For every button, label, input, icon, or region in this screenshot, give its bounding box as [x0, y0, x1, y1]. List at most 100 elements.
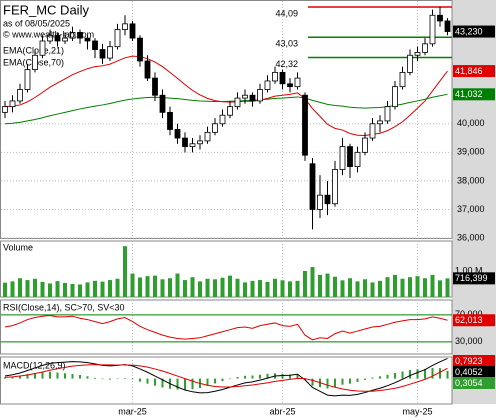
value-tag: [453, 25, 495, 38]
volume-bar: [78, 284, 82, 297]
macd-histogram-bar: [304, 378, 306, 380]
macd-histogram-bar: [334, 378, 336, 388]
candle-body: [272, 71, 278, 82]
candle-body: [437, 14, 443, 22]
candle-body: [2, 106, 8, 113]
macd-histogram-bar: [19, 375, 21, 379]
macd-histogram-bar: [311, 378, 314, 386]
volume-bar: [265, 281, 270, 297]
macd-histogram-bar: [259, 374, 261, 379]
rsi-line: [4, 315, 448, 341]
macd-line: [4, 364, 448, 392]
volume-bar: [70, 283, 75, 297]
macd-histogram-bar: [386, 374, 389, 379]
candle-body: [114, 29, 121, 48]
macd-histogram-bar: [379, 376, 381, 379]
y-tick-label: 30,000: [455, 336, 483, 346]
macd-histogram-bar: [154, 378, 156, 386]
volume-bar: [168, 278, 172, 297]
volume-bar: [160, 279, 165, 297]
candle-body: [129, 23, 136, 39]
candle-body: [302, 94, 308, 156]
candle-body: [407, 54, 413, 73]
macd-histogram-bar: [101, 378, 104, 380]
macd-histogram-bar: [394, 373, 396, 379]
candle-body: [399, 71, 406, 88]
y-tick-label: 40,000: [457, 118, 485, 128]
value-tag-label: 41,032: [455, 89, 483, 99]
candle-body: [152, 77, 158, 96]
candle-body: [159, 94, 166, 113]
volume-bar: [250, 280, 255, 297]
macd-histogram-bar: [4, 377, 6, 379]
candle-body: [264, 80, 271, 90]
macd-histogram-bar: [161, 378, 164, 388]
candle-body: [234, 97, 241, 108]
candle-body: [294, 77, 301, 88]
macd-histogram-bar: [94, 377, 96, 379]
value-tag-label: 0,7923: [455, 356, 483, 366]
volume-bar: [63, 282, 67, 297]
chart-title: FER_MC Daily: [3, 2, 89, 17]
volume-bar: [145, 276, 150, 297]
candle-body: [242, 94, 248, 99]
volume-bar: [243, 282, 247, 297]
volume-bar: [18, 278, 22, 297]
macd-histogram-bar: [41, 371, 44, 379]
candle-body: [257, 89, 263, 102]
candle-body: [317, 194, 323, 210]
volume-bar: [318, 274, 322, 297]
volume-bar: [348, 278, 352, 297]
candle-body: [369, 123, 376, 139]
candle-body: [62, 37, 68, 42]
panel-title: MACD(12,26,9): [3, 360, 66, 370]
macd-histogram-bar: [184, 378, 186, 391]
macd-histogram-bar: [244, 375, 246, 379]
x-tick-label: may-25: [402, 406, 432, 416]
candle-body: [422, 43, 428, 53]
legend-label: EMA(Close,21): [3, 45, 64, 55]
candle-body: [189, 143, 196, 148]
y-tick-label: 38,000: [457, 175, 485, 185]
candle-body: [324, 194, 331, 205]
x-tick-label: mar-25: [118, 406, 147, 416]
candle-body: [279, 71, 286, 85]
panel-frames: [0, 0, 453, 405]
volume-bar: [138, 277, 142, 297]
macd-histogram-bar: [56, 372, 59, 379]
volume-bar: [10, 281, 15, 297]
candle-body: [219, 114, 226, 125]
candle-body: [69, 32, 76, 39]
candle-body: [174, 129, 181, 139]
candle-body: [332, 169, 338, 205]
macd-histogram-bar: [439, 368, 441, 379]
volume-bar: [340, 280, 345, 297]
macd-frame: [0, 356, 453, 405]
macd-histogram-bar: [401, 371, 404, 379]
volume-bar: [190, 277, 195, 297]
volume-bar: [153, 275, 157, 297]
x-tick-label: abr-25: [269, 406, 295, 416]
candle-body: [24, 69, 31, 90]
volume-bar: [220, 277, 225, 297]
volume-bar: [115, 278, 120, 297]
macd-histogram-bar: [409, 369, 411, 379]
candle-body: [362, 137, 368, 153]
candle-body: [309, 163, 316, 210]
candle-body: [212, 123, 218, 133]
volume-bar: [303, 270, 307, 297]
macd-histogram-bar: [49, 371, 51, 379]
macd-histogram-bar: [266, 373, 269, 379]
volume-bar: [363, 279, 367, 297]
level-label: 44,09: [275, 8, 298, 18]
macd-histogram-bar: [446, 370, 449, 379]
volume-bar: [33, 278, 37, 297]
value-tag-label: 43,230: [455, 26, 483, 36]
value-tag-label: 0,4052: [455, 367, 483, 377]
candle-body: [347, 146, 353, 168]
candle-body: [54, 34, 61, 42]
candle-body: [414, 51, 421, 56]
candle-body: [9, 100, 16, 108]
macd-histogram-bar: [34, 373, 36, 379]
volume-bar: [213, 279, 217, 297]
